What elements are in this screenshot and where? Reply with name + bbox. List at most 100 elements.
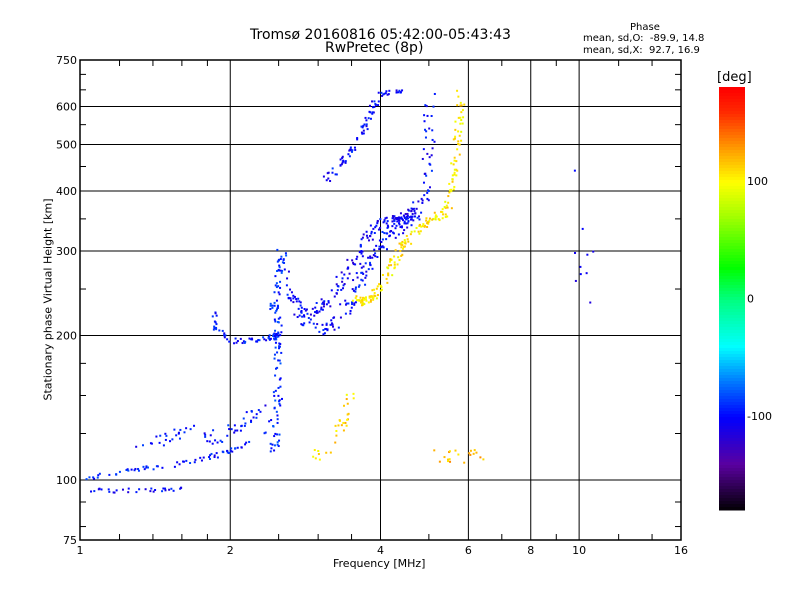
colorbar-segment	[719, 99, 745, 103]
data-point	[418, 232, 421, 235]
data-point	[276, 443, 279, 446]
data-point	[323, 300, 326, 303]
y-tick-label: 500	[56, 139, 77, 152]
data-point	[362, 124, 365, 127]
data-point	[212, 429, 215, 432]
data-point	[365, 125, 368, 128]
data-point	[271, 443, 274, 446]
colorbar-segment	[719, 387, 745, 391]
data-point	[332, 325, 335, 328]
data-point	[275, 410, 278, 413]
data-point	[454, 120, 457, 123]
data-point	[412, 219, 415, 222]
data-point	[318, 458, 321, 461]
data-point	[396, 217, 399, 220]
data-point	[426, 191, 429, 194]
data-point	[422, 223, 425, 226]
data-point	[386, 232, 389, 235]
data-point	[360, 125, 363, 128]
data-point	[428, 162, 431, 165]
colorbar-segment	[719, 243, 745, 247]
colorbar-segment	[719, 279, 745, 283]
data-point	[361, 250, 364, 253]
data-point	[275, 282, 278, 285]
colorbar-segment	[719, 507, 745, 511]
data-point	[370, 295, 373, 298]
data-point	[300, 310, 303, 313]
data-point	[115, 489, 118, 492]
data-point	[350, 306, 353, 309]
data-point	[175, 434, 178, 437]
data-point	[354, 263, 357, 266]
colorbar-segment	[719, 483, 745, 487]
data-point	[125, 468, 128, 471]
data-point	[376, 222, 379, 225]
data-point	[322, 333, 325, 336]
colorbar-segment	[719, 234, 745, 238]
data-point	[133, 469, 136, 472]
data-point	[204, 433, 207, 436]
data-point	[278, 399, 281, 402]
colorbar-segment	[719, 330, 745, 334]
data-point	[259, 410, 262, 413]
data-point	[396, 220, 399, 223]
data-point	[462, 116, 465, 119]
colorbar-segment	[719, 477, 745, 481]
data-point	[375, 287, 378, 290]
data-point	[406, 226, 409, 229]
data-point	[389, 258, 392, 261]
data-point	[454, 135, 457, 138]
data-point	[365, 299, 368, 302]
colorbar-segment	[719, 129, 745, 133]
data-point	[281, 269, 284, 272]
data-point	[97, 474, 100, 477]
data-point	[395, 91, 398, 94]
data-point	[360, 271, 363, 274]
colorbar-segment	[719, 183, 745, 187]
data-point	[341, 155, 344, 158]
data-point	[180, 486, 183, 489]
data-point	[280, 255, 283, 258]
data-point	[221, 440, 224, 443]
y-tick-label: 600	[56, 101, 77, 114]
data-point	[393, 215, 396, 218]
colorbar-tick-label: 100	[747, 175, 768, 188]
data-point	[272, 391, 275, 394]
data-point	[278, 359, 281, 362]
data-point	[278, 347, 281, 350]
data-point	[351, 149, 354, 152]
data-point	[165, 434, 168, 437]
x-axis-label: Frequency [MHz]	[333, 557, 426, 570]
data-point	[352, 289, 355, 292]
data-point	[314, 457, 317, 460]
colorbar-segment	[719, 498, 745, 502]
data-point	[386, 220, 389, 223]
data-point	[355, 258, 358, 261]
data-point	[276, 418, 279, 421]
colorbar-segment	[719, 318, 745, 322]
colorbar-segment	[719, 357, 745, 361]
data-point	[417, 215, 420, 218]
data-point	[395, 217, 398, 220]
data-point	[368, 239, 371, 242]
data-point	[355, 272, 358, 275]
data-point	[361, 255, 364, 258]
data-point	[271, 306, 274, 309]
data-point	[399, 226, 402, 229]
data-point	[463, 103, 466, 106]
data-point	[317, 453, 320, 456]
colorbar-segment	[719, 111, 745, 115]
data-point	[138, 488, 141, 491]
colorbar-segment	[719, 261, 745, 265]
colorbar-segment	[719, 246, 745, 250]
data-point	[178, 463, 181, 466]
data-point	[335, 292, 338, 295]
data-point	[404, 240, 407, 243]
data-point	[388, 89, 391, 92]
data-point	[92, 476, 95, 479]
data-point	[277, 445, 280, 448]
data-point	[285, 254, 288, 257]
data-point	[378, 248, 381, 251]
data-point	[371, 238, 374, 241]
data-point	[372, 298, 375, 301]
